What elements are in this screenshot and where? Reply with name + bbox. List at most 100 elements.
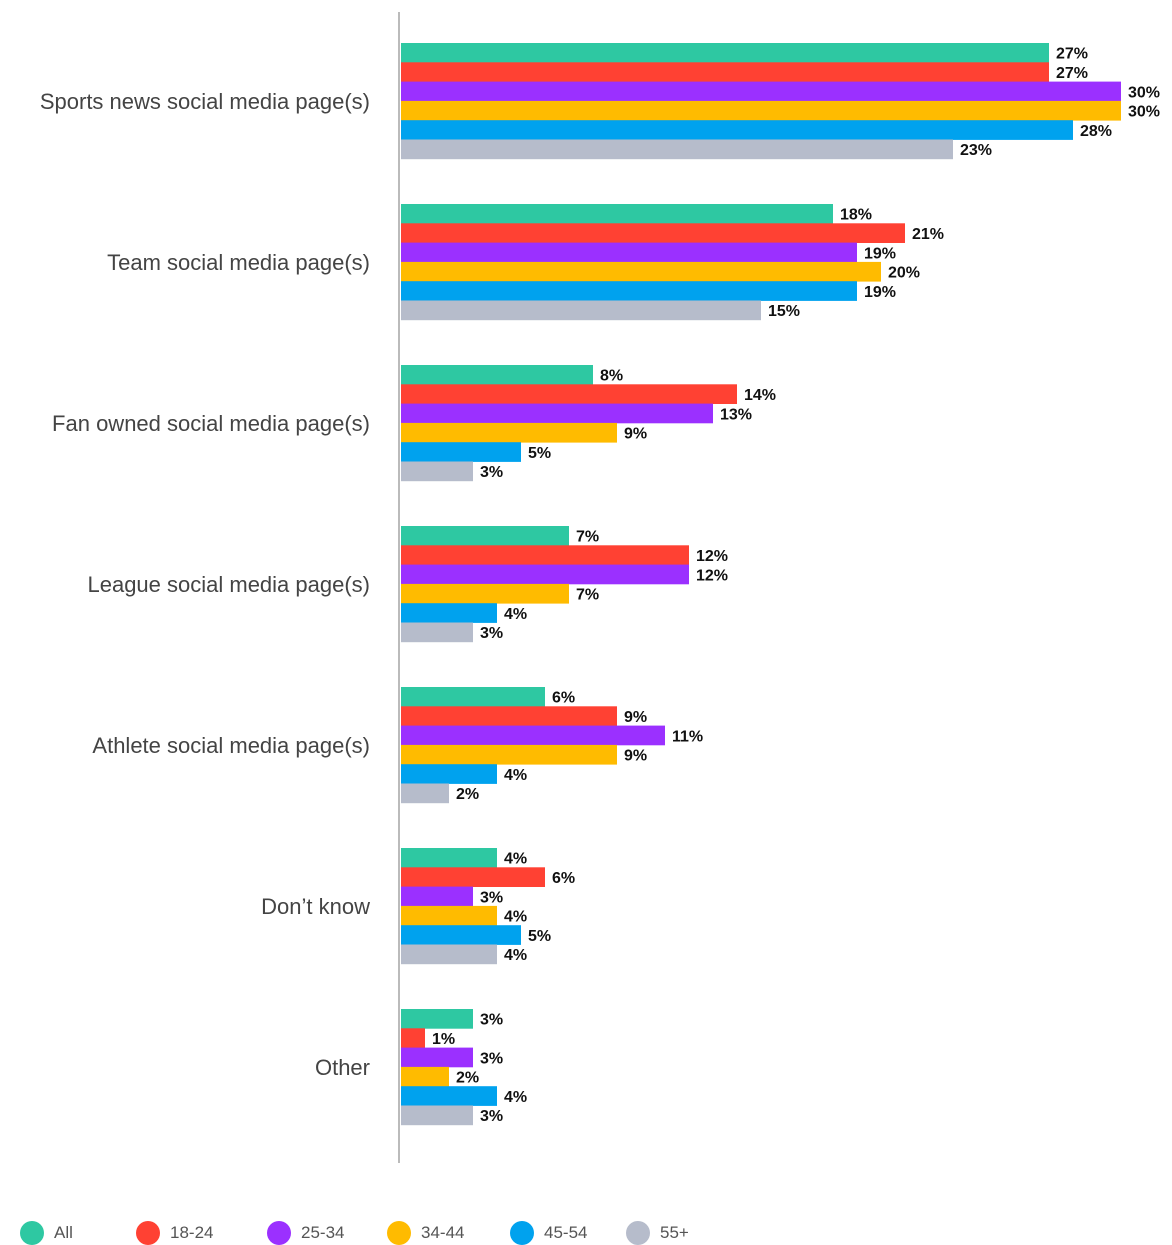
value-label-other-55: 3% xyxy=(480,1108,503,1125)
bar-league-social-media-page-s-18-24 xyxy=(401,545,689,565)
bar-don-t-know-55 xyxy=(401,944,497,965)
bar-don-t-know-34-44 xyxy=(401,905,497,926)
bar-fan-owned-social-media-page-s-all xyxy=(401,365,593,385)
value-label-don-t-know-55: 4% xyxy=(504,947,527,964)
legend-item-45-54: 45-54 xyxy=(510,1221,587,1245)
legend-label-45-54: 45-54 xyxy=(544,1223,588,1242)
legend-swatch-18-24 xyxy=(136,1221,160,1245)
bar-other-all xyxy=(401,1009,473,1029)
legend-label-25-34: 25-34 xyxy=(301,1223,345,1242)
bar-sports-news-social-media-page-s-55 xyxy=(401,139,953,160)
legend-label-34-44: 34-44 xyxy=(421,1223,465,1242)
bar-sports-news-social-media-page-s-25-34 xyxy=(401,81,1121,102)
bar-fan-owned-social-media-page-s-55 xyxy=(401,461,473,482)
category-label-other: Other xyxy=(315,1055,370,1080)
legend-swatch-55 xyxy=(626,1221,650,1245)
value-label-team-social-media-page-s-34-44: 20% xyxy=(888,265,920,282)
value-label-other-18-24: 1% xyxy=(432,1031,455,1048)
bar-team-social-media-page-s-55 xyxy=(401,300,761,321)
value-label-other-45-54: 4% xyxy=(504,1089,527,1106)
value-label-other-34-44: 2% xyxy=(456,1070,479,1087)
value-label-league-social-media-page-s-all: 7% xyxy=(576,529,599,546)
bar-don-t-know-25-34 xyxy=(401,886,473,907)
legend-item-all: All xyxy=(20,1221,73,1245)
bar-athlete-social-media-page-s-18-24 xyxy=(401,706,617,726)
value-label-don-t-know-34-44: 4% xyxy=(504,909,527,926)
bar-other-18-24 xyxy=(401,1028,425,1048)
value-label-fan-owned-social-media-page-s-18-24: 14% xyxy=(744,387,776,404)
value-label-athlete-social-media-page-s-18-24: 9% xyxy=(624,709,647,726)
bar-athlete-social-media-page-s-all xyxy=(401,687,545,707)
value-label-fan-owned-social-media-page-s-all: 8% xyxy=(600,368,623,385)
value-label-league-social-media-page-s-18-24: 12% xyxy=(696,548,728,565)
legend-swatch-all xyxy=(20,1221,44,1245)
legend-swatch-45-54 xyxy=(510,1221,534,1245)
legend-swatch-34-44 xyxy=(387,1221,411,1245)
value-label-athlete-social-media-page-s-34-44: 9% xyxy=(624,748,647,765)
legend-item-34-44: 34-44 xyxy=(387,1221,464,1245)
value-label-athlete-social-media-page-s-25-34: 11% xyxy=(672,728,703,745)
bar-athlete-social-media-page-s-25-34 xyxy=(401,725,665,746)
value-label-sports-news-social-media-page-s-all: 27% xyxy=(1056,46,1088,63)
category-label-fan-owned-social-media-page-s: Fan owned social media page(s) xyxy=(52,411,370,436)
legend-item-55: 55+ xyxy=(626,1221,689,1245)
legend-label-55: 55+ xyxy=(660,1223,689,1242)
value-label-fan-owned-social-media-page-s-25-34: 13% xyxy=(720,406,752,423)
bar-team-social-media-page-s-25-34 xyxy=(401,242,857,263)
legend-label-all: All xyxy=(54,1223,73,1242)
category-label-athlete-social-media-page-s: Athlete social media page(s) xyxy=(92,733,370,758)
value-label-league-social-media-page-s-55: 3% xyxy=(480,625,503,642)
bar-team-social-media-page-s-18-24 xyxy=(401,223,905,243)
category-label-team-social-media-page-s: Team social media page(s) xyxy=(107,250,370,275)
bar-fan-owned-social-media-page-s-18-24 xyxy=(401,384,737,404)
value-label-athlete-social-media-page-s-45-54: 4% xyxy=(504,767,527,784)
bars-group xyxy=(401,43,1121,1126)
legend-item-18-24: 18-24 xyxy=(136,1221,213,1245)
bar-sports-news-social-media-page-s-45-54 xyxy=(401,120,1073,140)
bar-team-social-media-page-s-45-54 xyxy=(401,281,857,301)
value-label-team-social-media-page-s-25-34: 19% xyxy=(864,245,896,262)
bar-don-t-know-45-54 xyxy=(401,925,521,945)
bar-fan-owned-social-media-page-s-25-34 xyxy=(401,403,713,424)
value-label-don-t-know-all: 4% xyxy=(504,851,527,868)
bar-team-social-media-page-s-34-44 xyxy=(401,261,881,282)
bar-league-social-media-page-s-25-34 xyxy=(401,564,689,585)
value-label-sports-news-social-media-page-s-45-54: 28% xyxy=(1080,123,1112,140)
bar-league-social-media-page-s-55 xyxy=(401,622,473,643)
value-label-league-social-media-page-s-34-44: 7% xyxy=(576,587,599,604)
bar-other-25-34 xyxy=(401,1047,473,1068)
legend-label-18-24: 18-24 xyxy=(170,1223,214,1242)
bar-fan-owned-social-media-page-s-45-54 xyxy=(401,442,521,462)
bar-sports-news-social-media-page-s-34-44 xyxy=(401,100,1121,121)
value-label-don-t-know-25-34: 3% xyxy=(480,889,503,906)
value-label-athlete-social-media-page-s-all: 6% xyxy=(552,690,575,707)
bar-don-t-know-18-24 xyxy=(401,867,545,887)
legend-item-25-34: 25-34 xyxy=(267,1221,344,1245)
bar-athlete-social-media-page-s-45-54 xyxy=(401,764,497,784)
value-label-fan-owned-social-media-page-s-45-54: 5% xyxy=(528,445,551,462)
value-label-don-t-know-45-54: 5% xyxy=(528,928,551,945)
value-label-league-social-media-page-s-25-34: 12% xyxy=(696,567,728,584)
bar-league-social-media-page-s-34-44 xyxy=(401,583,569,604)
bar-other-55 xyxy=(401,1105,473,1126)
bar-league-social-media-page-s-45-54 xyxy=(401,603,497,623)
value-label-team-social-media-page-s-45-54: 19% xyxy=(864,284,896,301)
bar-league-social-media-page-s-all xyxy=(401,526,569,546)
bar-other-34-44 xyxy=(401,1066,449,1087)
legend-swatch-25-34 xyxy=(267,1221,291,1245)
category-label-don-t-know: Don’t know xyxy=(261,894,370,919)
value-label-other-all: 3% xyxy=(480,1012,503,1029)
value-label-league-social-media-page-s-45-54: 4% xyxy=(504,606,527,623)
value-label-athlete-social-media-page-s-55: 2% xyxy=(456,786,479,803)
value-label-sports-news-social-media-page-s-25-34: 30% xyxy=(1128,84,1160,101)
value-label-sports-news-social-media-page-s-34-44: 30% xyxy=(1128,104,1160,121)
value-label-don-t-know-18-24: 6% xyxy=(552,870,575,887)
value-label-team-social-media-page-s-18-24: 21% xyxy=(912,226,944,243)
value-label-fan-owned-social-media-page-s-34-44: 9% xyxy=(624,426,647,443)
bar-don-t-know-all xyxy=(401,848,497,868)
category-label-league-social-media-page-s: League social media page(s) xyxy=(87,572,370,597)
value-label-sports-news-social-media-page-s-55: 23% xyxy=(960,142,992,159)
value-label-fan-owned-social-media-page-s-55: 3% xyxy=(480,464,503,481)
value-label-team-social-media-page-s-all: 18% xyxy=(840,207,872,224)
